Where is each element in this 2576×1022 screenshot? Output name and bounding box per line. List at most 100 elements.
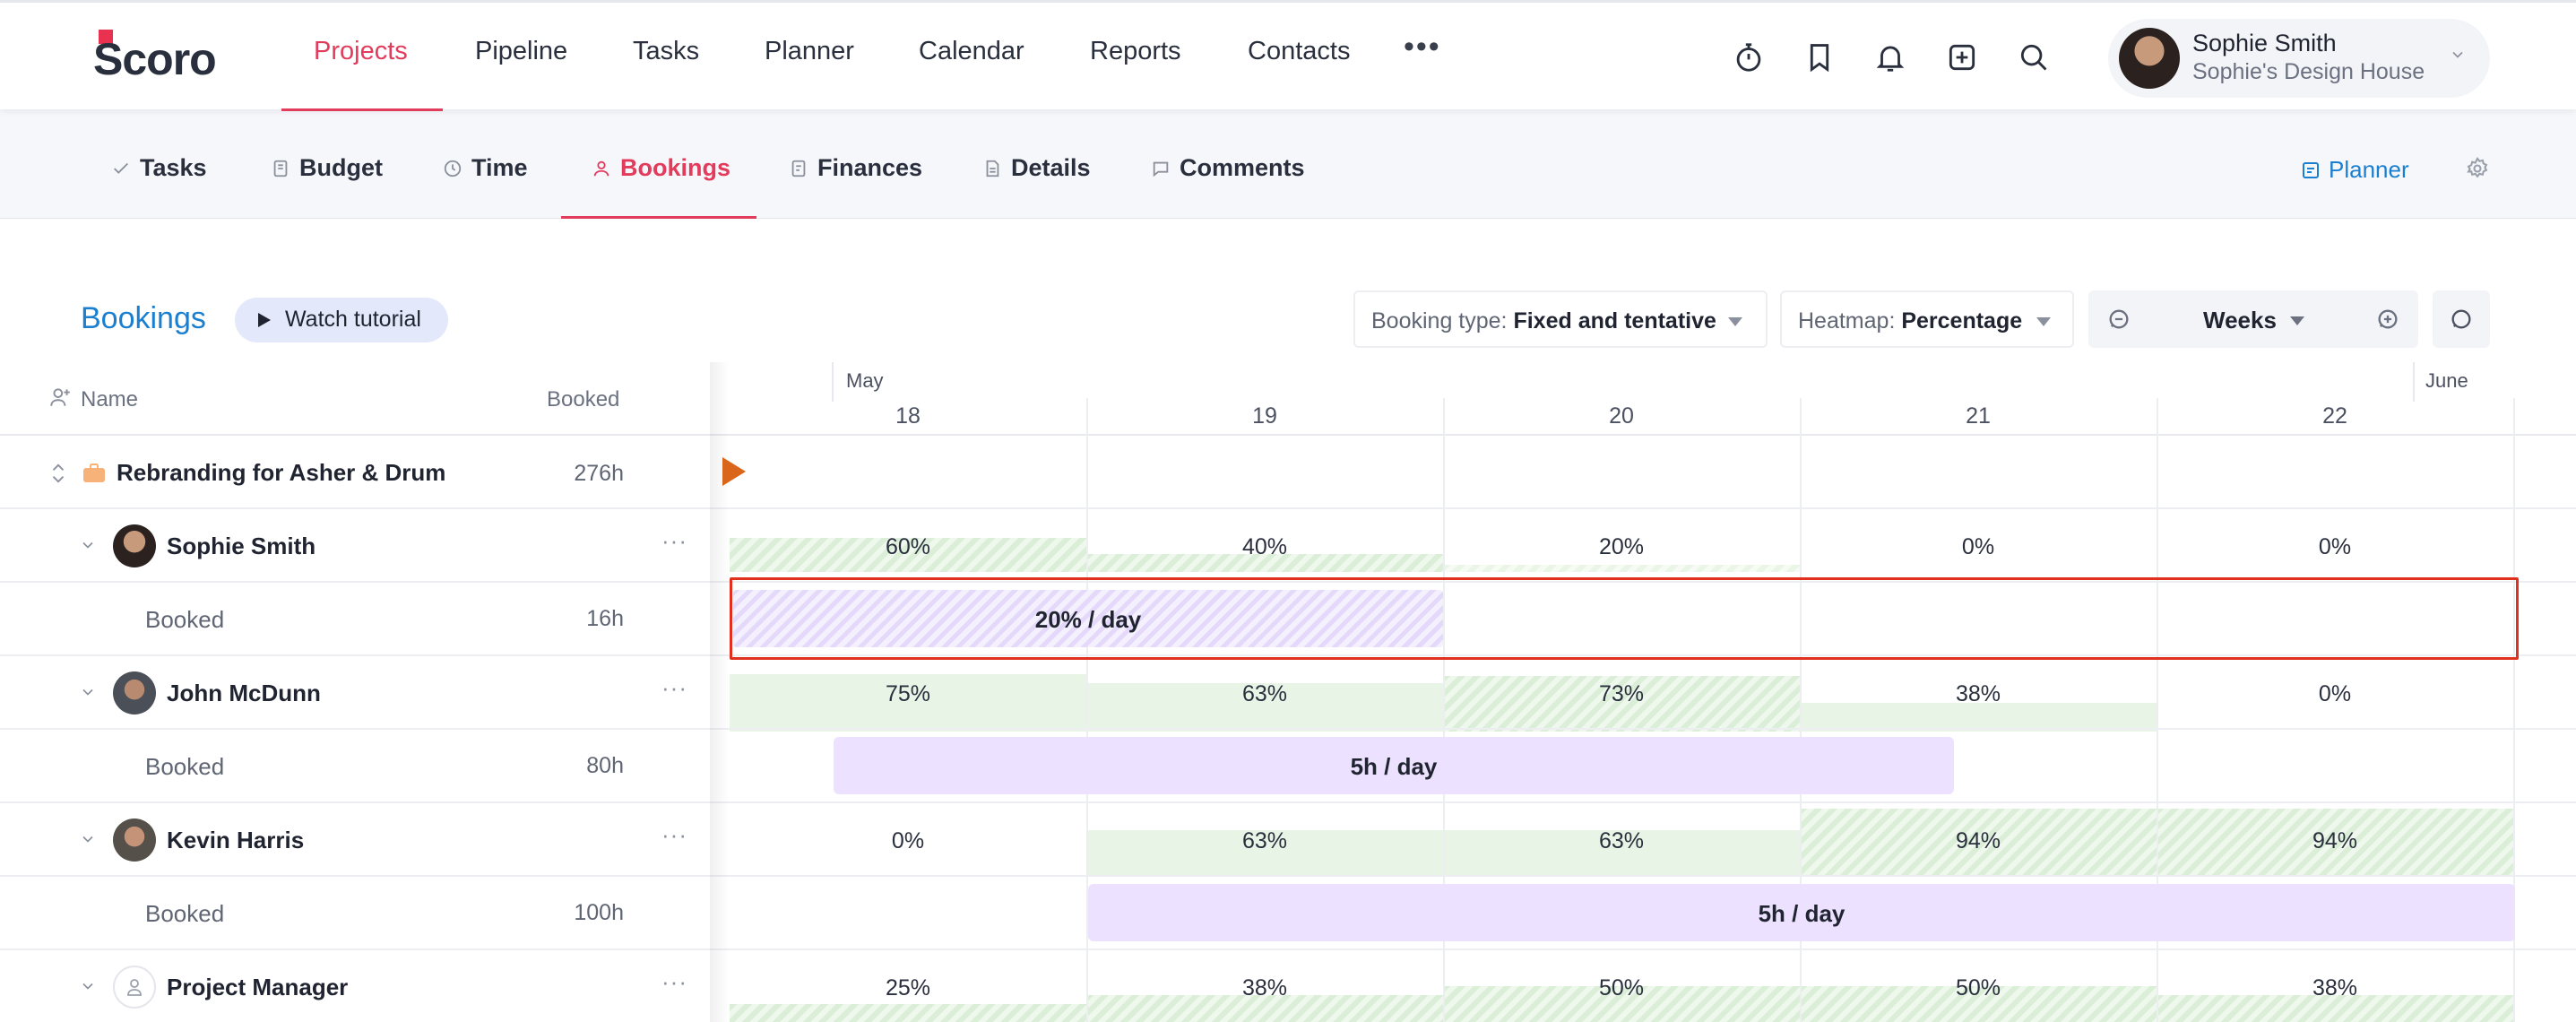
scoro-logo[interactable]: Scoro bbox=[93, 30, 246, 84]
booking-bar[interactable]: 5h / day bbox=[1088, 884, 2515, 941]
heatmap-cell bbox=[1086, 995, 1443, 1022]
chevron-down-icon[interactable] bbox=[79, 977, 97, 995]
column-header-name[interactable]: Name bbox=[81, 387, 139, 411]
nav-planner[interactable]: Planner bbox=[765, 37, 854, 65]
tab-finances-label: Finances bbox=[817, 154, 923, 181]
grid-column-line bbox=[1086, 398, 1088, 1022]
project-name[interactable]: Rebranding for Asher & Drum bbox=[117, 459, 446, 486]
booking-type-value: Fixed and tentative bbox=[1513, 308, 1716, 333]
chevron-down-icon[interactable] bbox=[79, 683, 97, 701]
nav-contacts[interactable]: Contacts bbox=[1248, 37, 1351, 65]
frozen-column-shadow bbox=[710, 362, 730, 1022]
week-column-header: 21 bbox=[1966, 403, 1991, 429]
add-person-icon[interactable] bbox=[48, 385, 72, 409]
person-name[interactable]: John McDunn bbox=[167, 680, 321, 706]
heatmap-label: Heatmap: bbox=[1798, 308, 1896, 333]
add-new-icon[interactable] bbox=[1945, 40, 1979, 74]
caret-down-icon bbox=[1728, 317, 1742, 326]
week-column-header: 18 bbox=[895, 403, 921, 429]
booking-bar[interactable]: 5h / day bbox=[834, 737, 1954, 794]
notifications-bell-icon[interactable] bbox=[1873, 40, 1907, 74]
load-percentage: 94% bbox=[2312, 828, 2358, 853]
chat-bubble-icon bbox=[2451, 309, 2471, 329]
settings-gear-icon[interactable] bbox=[2465, 156, 2490, 181]
load-percentage: 63% bbox=[1241, 828, 1288, 853]
watch-tutorial-button[interactable]: Watch tutorial bbox=[235, 298, 448, 342]
tab-comments-label: Comments bbox=[1180, 154, 1305, 181]
comments-toggle-button[interactable] bbox=[2433, 290, 2490, 348]
planner-link[interactable]: Planner bbox=[2300, 156, 2409, 184]
row-divider bbox=[0, 948, 2576, 950]
caret-down-icon bbox=[2036, 317, 2051, 326]
nav-calendar[interactable]: Calendar bbox=[919, 37, 1024, 65]
expand-collapse-icon[interactable] bbox=[48, 461, 68, 486]
tab-bookings-label: Bookings bbox=[620, 154, 731, 181]
grid-column-line bbox=[2513, 398, 2515, 1022]
period-dropdown[interactable]: Weeks bbox=[2203, 307, 2305, 334]
month-label: June bbox=[2425, 369, 2468, 392]
booking-bar-tentative[interactable]: 20% / day bbox=[733, 590, 1443, 647]
booking-type-dropdown[interactable]: Booking type: Fixed and tentative bbox=[1353, 290, 1768, 348]
search-icon[interactable] bbox=[2017, 40, 2051, 74]
today-marker-icon bbox=[722, 457, 746, 486]
avatar bbox=[113, 966, 156, 1009]
logo-mark-icon bbox=[99, 30, 113, 44]
period-value: Weeks bbox=[2203, 307, 2277, 333]
month-label: May bbox=[846, 369, 884, 392]
booked-label: Booked bbox=[145, 900, 225, 927]
chevron-down-icon[interactable] bbox=[79, 536, 97, 554]
project-booked-hours: 276h bbox=[574, 461, 624, 486]
user-organization: Sophie's Design House bbox=[2192, 59, 2425, 84]
heatmap-cell bbox=[1800, 703, 2157, 732]
role-name[interactable]: Project Manager bbox=[167, 974, 349, 1000]
heatmap-cell bbox=[1086, 554, 1443, 572]
chevron-down-icon[interactable] bbox=[79, 830, 97, 848]
load-percentage: 63% bbox=[1241, 681, 1288, 706]
tab-time[interactable]: Time bbox=[443, 154, 528, 182]
nav-reports[interactable]: Reports bbox=[1090, 37, 1181, 65]
nav-tasks[interactable]: Tasks bbox=[633, 37, 700, 65]
tab-bookings[interactable]: Bookings bbox=[592, 154, 730, 182]
load-percentage: 38% bbox=[2312, 975, 2358, 1000]
column-header-booked[interactable]: Booked bbox=[547, 387, 620, 411]
tab-details[interactable]: Details bbox=[982, 154, 1091, 182]
bookmark-icon[interactable] bbox=[1802, 40, 1837, 74]
row-options-button[interactable]: ··· bbox=[661, 968, 687, 995]
heatmap-cell bbox=[1800, 986, 2157, 1022]
nav-projects[interactable]: Projects bbox=[314, 37, 408, 65]
more-menu-button[interactable]: ••• bbox=[1404, 30, 1441, 64]
tab-tasks[interactable]: Tasks bbox=[111, 154, 207, 182]
zoom-in-icon[interactable] bbox=[2375, 307, 2400, 332]
load-percentage: 38% bbox=[1955, 681, 2001, 706]
row-options-button[interactable]: ··· bbox=[661, 674, 687, 701]
load-percentage: 94% bbox=[1955, 828, 2001, 853]
user-profile-menu[interactable]: Sophie Smith Sophie's Design House bbox=[2108, 19, 2490, 98]
logo-text: Scoro bbox=[93, 34, 217, 84]
load-percentage: 0% bbox=[2318, 681, 2352, 706]
nav-pipeline[interactable]: Pipeline bbox=[475, 37, 568, 65]
grid-header-divider bbox=[0, 434, 2576, 436]
person-name[interactable]: Kevin Harris bbox=[167, 827, 305, 853]
booked-hours: 16h bbox=[586, 606, 624, 631]
row-divider bbox=[0, 728, 2576, 730]
tab-budget[interactable]: Budget bbox=[271, 154, 383, 182]
month-divider bbox=[2413, 362, 2415, 402]
planner-icon bbox=[2303, 162, 2319, 178]
heatmap-dropdown[interactable]: Heatmap: Percentage bbox=[1780, 290, 2074, 348]
tab-comments[interactable]: Comments bbox=[1151, 154, 1305, 182]
grid-column-line bbox=[1800, 398, 1802, 1022]
row-options-button[interactable]: ··· bbox=[661, 527, 687, 554]
timer-icon[interactable] bbox=[1732, 40, 1766, 74]
tab-finances[interactable]: Finances bbox=[789, 154, 922, 182]
tab-time-label: Time bbox=[471, 154, 528, 181]
booked-hours: 100h bbox=[574, 900, 624, 925]
person-name[interactable]: Sophie Smith bbox=[167, 533, 316, 559]
row-options-button[interactable]: ··· bbox=[661, 821, 687, 848]
active-nav-indicator bbox=[281, 108, 443, 111]
user-name: Sophie Smith bbox=[2192, 30, 2337, 56]
zoom-out-icon[interactable] bbox=[2106, 307, 2131, 332]
load-percentage: 38% bbox=[1241, 975, 1288, 1000]
comment-icon bbox=[1153, 161, 1169, 178]
tab-budget-label: Budget bbox=[299, 154, 383, 181]
heatmap-cell bbox=[2157, 995, 2513, 1022]
